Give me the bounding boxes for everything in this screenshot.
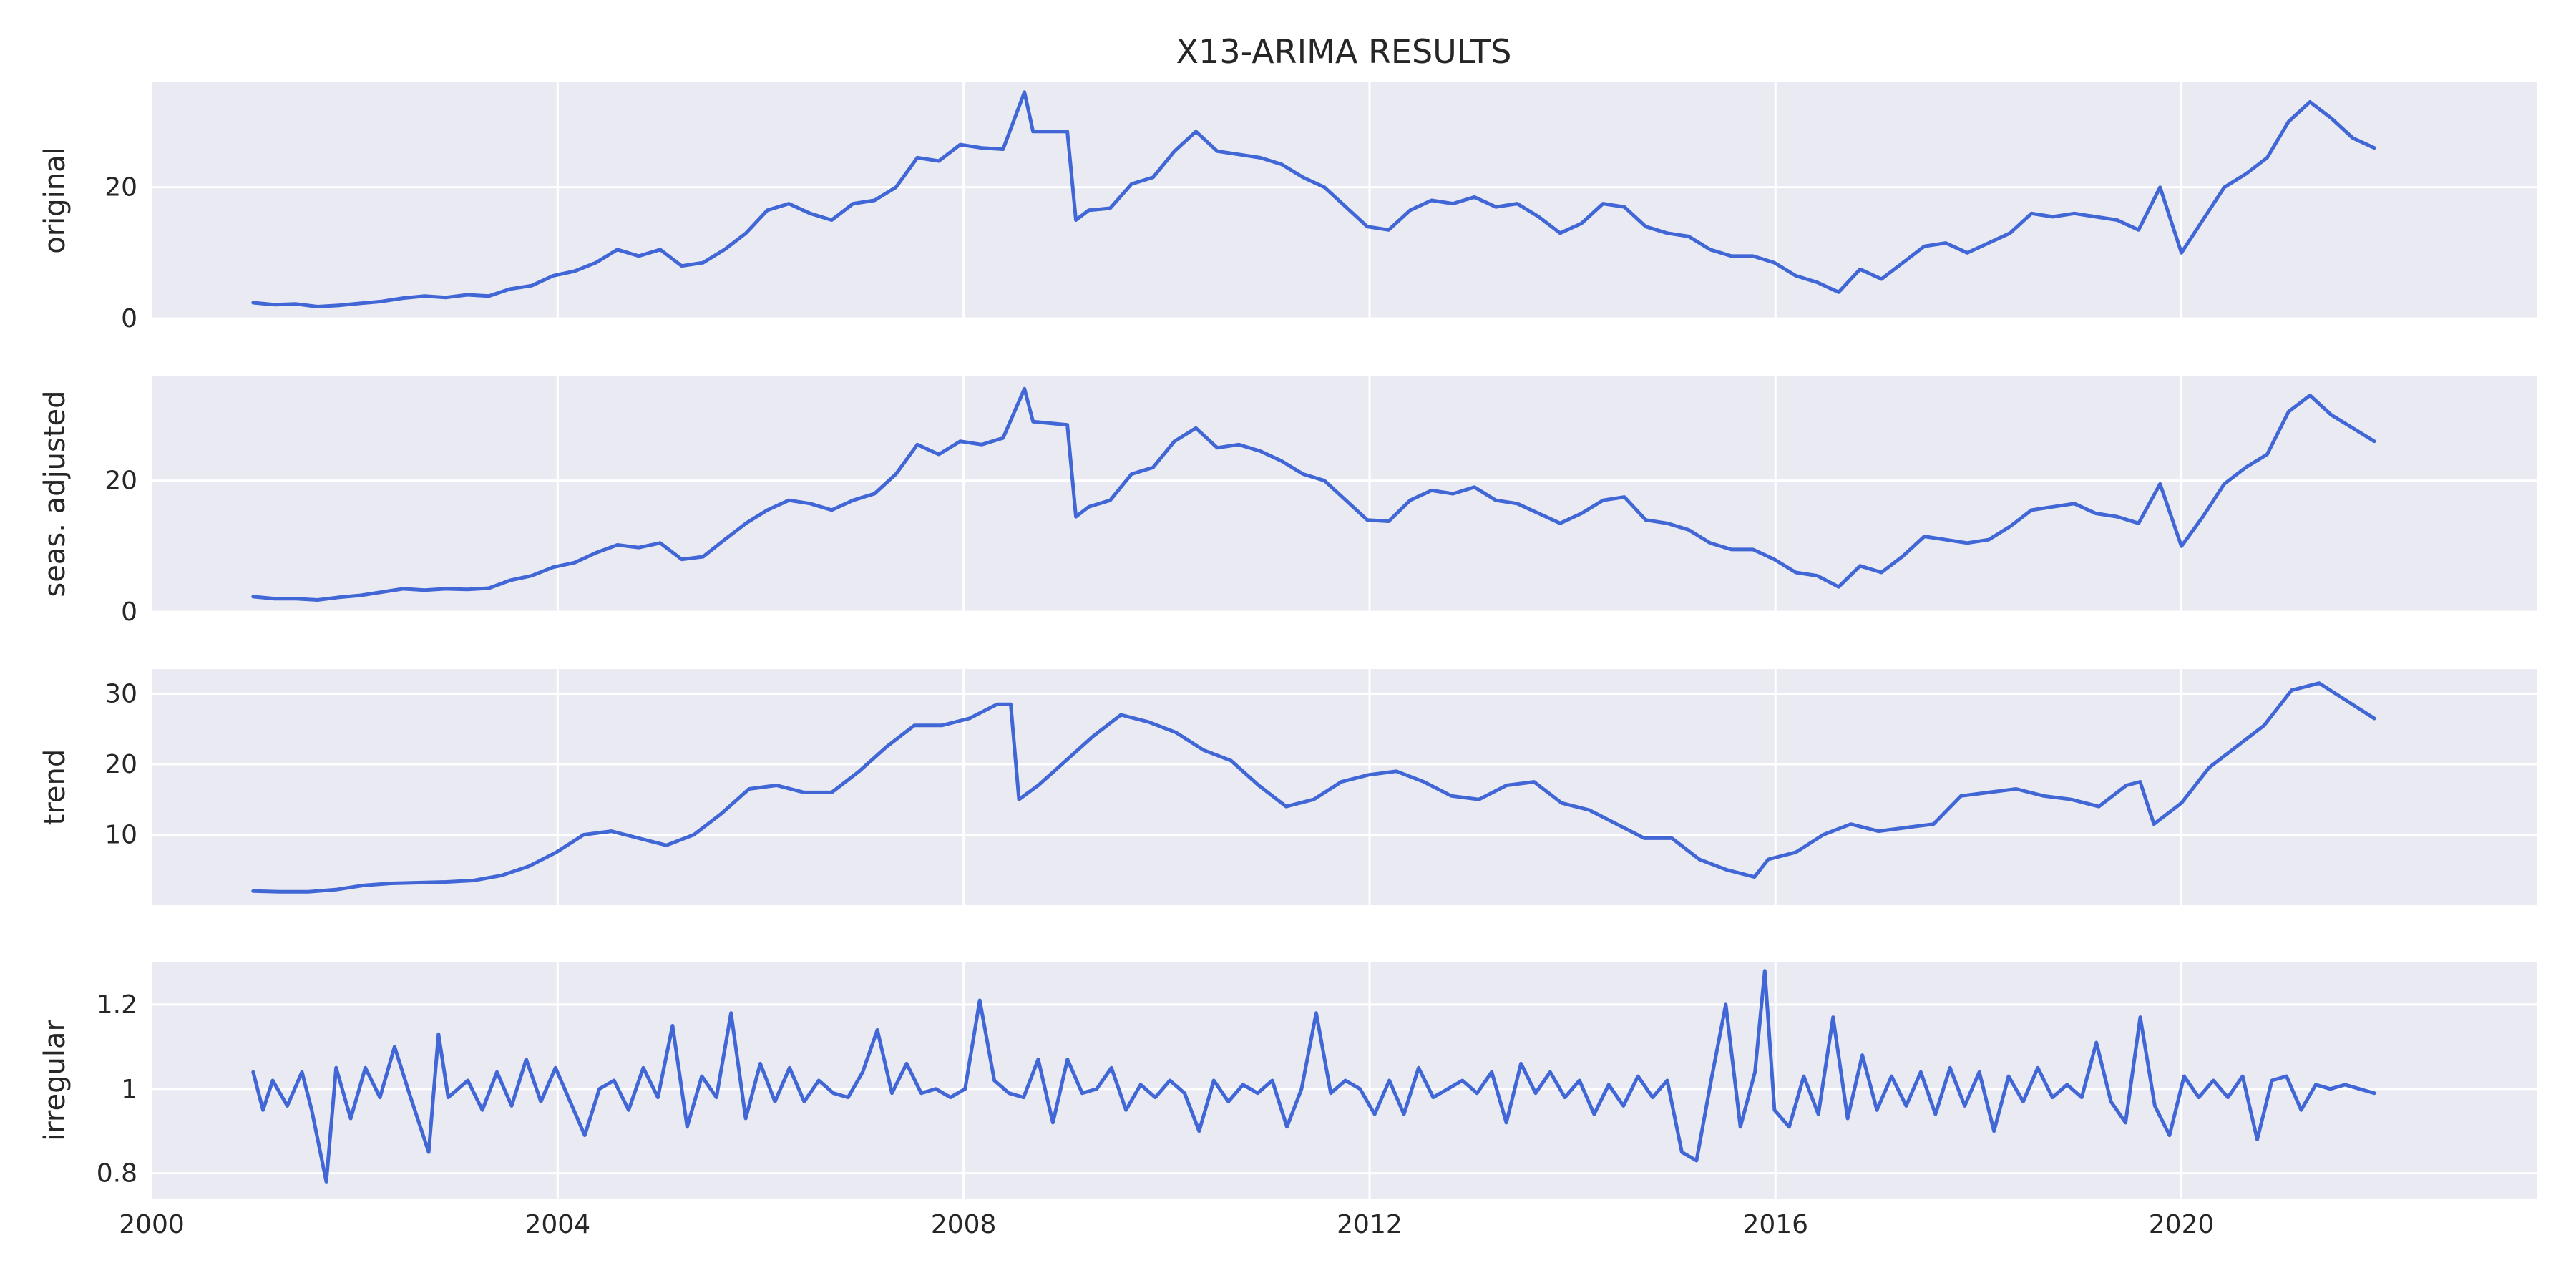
plot-background	[152, 82, 2537, 318]
x-tick-label: 2008	[931, 1210, 997, 1239]
y-tick-label: 10	[104, 820, 137, 849]
panel-seas-adjusted: 0 20 seas. adjusted	[39, 376, 2537, 627]
y-tick-label: 20	[104, 173, 137, 203]
plot-background	[152, 669, 2537, 905]
panel-irregular: 0.8 1 1.2 irregular 2000 2004 2008 2012 2016 2020	[39, 962, 2537, 1239]
x-tick-label: 2000	[119, 1210, 185, 1239]
series-line	[251, 681, 2376, 894]
y-tick-label: 1.2	[97, 990, 137, 1020]
y-axis-label: trend	[39, 749, 72, 826]
plot-background	[152, 376, 2537, 612]
series-line	[251, 90, 2376, 308]
y-tick-label: 0.8	[97, 1159, 137, 1189]
y-tick-label: 20	[104, 750, 137, 779]
y-tick-label: 20	[104, 467, 137, 496]
series-line	[251, 386, 2376, 602]
y-axis-label: seas. adjusted	[39, 390, 72, 597]
y-axis-label: irregular	[39, 1020, 72, 1141]
y-axis-label: original	[39, 147, 72, 254]
y-tick-label: 1	[121, 1075, 137, 1104]
panels-container: 0 20 original 0 20 seas. adjusted 10 20 30 trend 0…	[39, 82, 2537, 1239]
panel-original: 0 20 original	[39, 82, 2537, 333]
x-tick-label: 2016	[1742, 1210, 1808, 1239]
y-tick-label: 0	[121, 304, 137, 333]
x-tick-label: 2012	[1337, 1210, 1402, 1239]
series-line	[251, 969, 2376, 1184]
chart-title: X13-ARIMA RESULTS	[1176, 32, 1512, 71]
y-tick-label: 30	[104, 679, 137, 708]
panel-trend: 10 20 30 trend	[39, 669, 2537, 905]
y-tick-label: 0	[121, 597, 137, 627]
x-tick-label: 2004	[525, 1210, 591, 1239]
x-tick-label: 2020	[2149, 1210, 2215, 1239]
